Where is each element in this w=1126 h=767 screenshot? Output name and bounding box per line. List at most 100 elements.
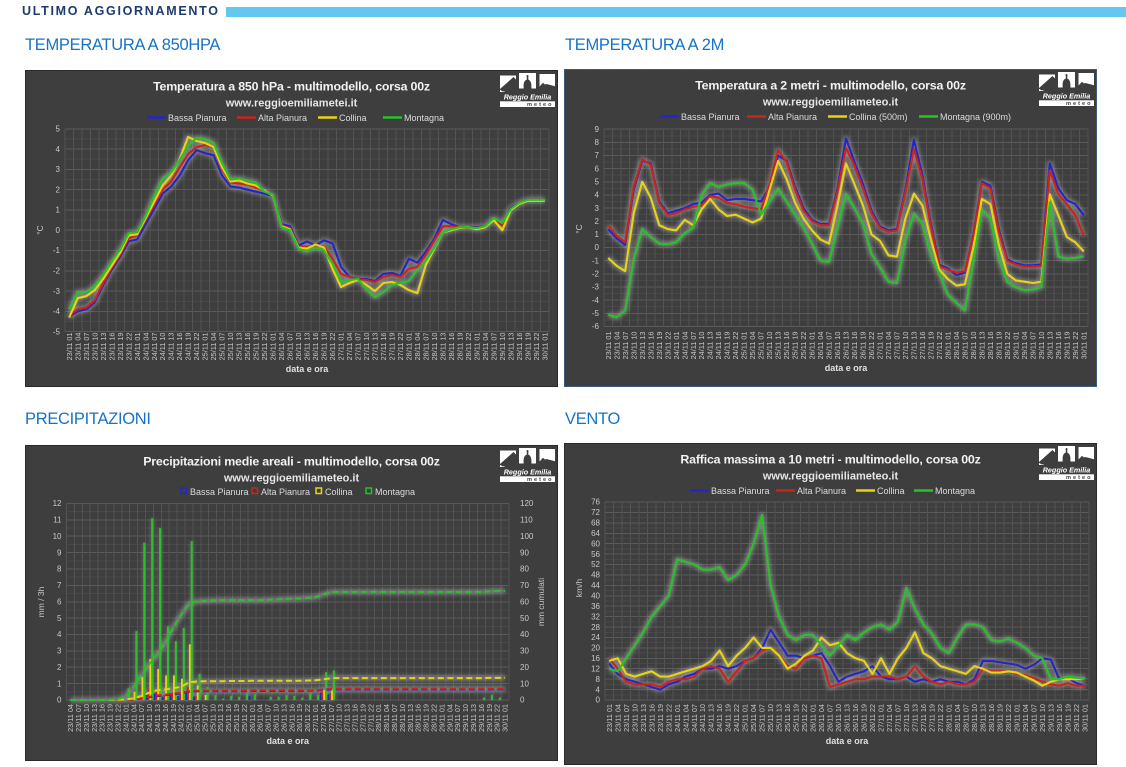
svg-text:24: 24 xyxy=(591,633,600,642)
svg-text:25/11 07: 25/11 07 xyxy=(200,704,209,732)
svg-text:Reggio Emilia: Reggio Emilia xyxy=(1043,465,1091,474)
svg-text:6: 6 xyxy=(57,597,62,606)
svg-text:26/11 19: 26/11 19 xyxy=(320,333,329,361)
svg-text:23/11 22: 23/11 22 xyxy=(663,332,672,360)
svg-text:30/11 01: 30/11 01 xyxy=(1080,704,1089,732)
svg-text:4: 4 xyxy=(57,630,62,639)
svg-text:28/11 22: 28/11 22 xyxy=(464,333,473,361)
svg-text:26/11 22: 26/11 22 xyxy=(303,704,312,732)
svg-text:27/11 10: 27/11 10 xyxy=(362,333,371,361)
svg-text:29/11 07: 29/11 07 xyxy=(489,333,498,361)
svg-text:23/11 16: 23/11 16 xyxy=(98,704,107,732)
svg-text:23/11 13: 23/11 13 xyxy=(99,333,108,361)
svg-text:km/h: km/h xyxy=(574,579,584,598)
svg-text:26/11 07: 26/11 07 xyxy=(826,704,835,732)
svg-text:29/11 19: 29/11 19 xyxy=(523,333,532,361)
svg-text:Montagna (900m): Montagna (900m) xyxy=(940,112,1011,122)
svg-text:6: 6 xyxy=(595,164,600,173)
svg-text:28/11 22: 28/11 22 xyxy=(430,704,439,732)
svg-text:0: 0 xyxy=(57,696,62,705)
svg-text:-1: -1 xyxy=(53,246,61,255)
svg-text:23/11 10: 23/11 10 xyxy=(629,332,638,360)
svg-text:24/11 13: 24/11 13 xyxy=(706,332,715,360)
svg-text:25/11 13: 25/11 13 xyxy=(774,332,783,360)
svg-text:24/11 19: 24/11 19 xyxy=(724,704,733,732)
svg-text:70: 70 xyxy=(520,581,529,590)
svg-text:27/11 07: 27/11 07 xyxy=(354,333,363,361)
svg-text:26/11 10: 26/11 10 xyxy=(272,704,281,732)
svg-text:28/11 13: 28/11 13 xyxy=(979,704,988,732)
svg-text:26/11 13: 26/11 13 xyxy=(842,332,851,360)
svg-text:25/11 07: 25/11 07 xyxy=(218,333,227,361)
svg-text:23/11 16: 23/11 16 xyxy=(107,333,116,361)
svg-text:24/11 04: 24/11 04 xyxy=(681,704,690,732)
svg-text:1: 1 xyxy=(595,230,600,239)
svg-text:28/11 10: 28/11 10 xyxy=(398,704,407,732)
svg-text:27/11 19: 27/11 19 xyxy=(927,332,936,360)
svg-text:2: 2 xyxy=(595,217,600,226)
svg-text:23/11 16: 23/11 16 xyxy=(647,704,656,732)
svg-text:25/11 19: 25/11 19 xyxy=(232,704,241,732)
svg-text:28/11 22: 28/11 22 xyxy=(1004,704,1013,732)
svg-text:27/11 01: 27/11 01 xyxy=(876,332,885,360)
svg-text:23/11 10: 23/11 10 xyxy=(630,704,639,732)
svg-text:26/11 16: 26/11 16 xyxy=(850,332,859,360)
svg-text:28/11 16: 28/11 16 xyxy=(987,704,996,732)
svg-text:Alta Pianura: Alta Pianura xyxy=(261,487,310,497)
svg-text:Bassa Pianura: Bassa Pianura xyxy=(190,487,249,497)
svg-text:27/11 22: 27/11 22 xyxy=(936,704,945,732)
svg-text:meteo: meteo xyxy=(1066,101,1092,107)
svg-text:24/11 07: 24/11 07 xyxy=(137,704,146,732)
svg-text:60: 60 xyxy=(520,597,529,606)
svg-text:1: 1 xyxy=(57,679,62,688)
svg-text:25/11 01: 25/11 01 xyxy=(185,704,194,732)
svg-text:72: 72 xyxy=(591,508,600,517)
svg-text:Raffica massima a 10 metri - m: Raffica massima a 10 metri - multimodell… xyxy=(680,453,980,467)
svg-text:27/11 13: 27/11 13 xyxy=(911,704,920,732)
svg-text:26/11 19: 26/11 19 xyxy=(859,332,868,360)
svg-text:26/11 01: 26/11 01 xyxy=(269,333,278,361)
svg-text:24/11 07: 24/11 07 xyxy=(689,332,698,360)
svg-text:29/11 04: 29/11 04 xyxy=(1020,332,1029,360)
svg-text:Alta Pianura: Alta Pianura xyxy=(768,112,817,122)
svg-text:Collina: Collina xyxy=(325,487,353,497)
svg-text:23/11 04: 23/11 04 xyxy=(613,704,622,732)
svg-text:28/11 01: 28/11 01 xyxy=(374,704,383,732)
svg-text:25/11 13: 25/11 13 xyxy=(235,333,244,361)
svg-text:-5: -5 xyxy=(53,327,61,336)
svg-text:24/11 07: 24/11 07 xyxy=(150,333,159,361)
svg-text:40: 40 xyxy=(591,592,600,601)
svg-text:10: 10 xyxy=(53,532,62,541)
svg-text:25/11 10: 25/11 10 xyxy=(766,704,775,732)
svg-text:24/11 16: 24/11 16 xyxy=(715,704,724,732)
svg-text:24/11 01: 24/11 01 xyxy=(133,333,142,361)
svg-text:27/11 22: 27/11 22 xyxy=(366,704,375,732)
svg-text:Temperatura a 2 metri - multim: Temperatura a 2 metri - multimodello, co… xyxy=(695,79,966,93)
svg-text:25/11 07: 25/11 07 xyxy=(757,332,766,360)
svg-text:Reggio Emilia: Reggio Emilia xyxy=(504,467,552,476)
svg-text:www.reggioemiliameteo.it: www.reggioemiliameteo.it xyxy=(762,97,899,109)
svg-text:24/11 10: 24/11 10 xyxy=(698,704,707,732)
svg-text:23/11 07: 23/11 07 xyxy=(74,704,83,732)
svg-text:29/11 01: 29/11 01 xyxy=(1011,332,1020,360)
svg-text:28/11 04: 28/11 04 xyxy=(953,704,962,732)
svg-text:28/11 07: 28/11 07 xyxy=(962,704,971,732)
svg-text:29/11 13: 29/11 13 xyxy=(1046,704,1055,732)
svg-text:26/11 19: 26/11 19 xyxy=(860,704,869,732)
svg-text:27/11 19: 27/11 19 xyxy=(358,704,367,732)
svg-text:26/11 13: 26/11 13 xyxy=(279,704,288,732)
svg-text:23/11 13: 23/11 13 xyxy=(638,332,647,360)
svg-text:Reggio Emilia: Reggio Emilia xyxy=(504,92,552,101)
svg-text:27/11 07: 27/11 07 xyxy=(893,332,902,360)
svg-text:28/11 13: 28/11 13 xyxy=(439,333,448,361)
svg-text:25/11 22: 25/11 22 xyxy=(800,704,809,732)
svg-text:4: 4 xyxy=(596,685,601,694)
svg-text:27/11 19: 27/11 19 xyxy=(928,704,937,732)
svg-text:44: 44 xyxy=(591,581,600,590)
svg-text:27/11 04: 27/11 04 xyxy=(345,333,354,361)
svg-text:24/11 13: 24/11 13 xyxy=(707,704,716,732)
svg-text:data e ora: data e ora xyxy=(825,363,869,373)
svg-text:24/11 04: 24/11 04 xyxy=(141,333,150,361)
svg-text:26/11 04: 26/11 04 xyxy=(817,704,826,732)
svg-text:25/11 13: 25/11 13 xyxy=(216,704,225,732)
